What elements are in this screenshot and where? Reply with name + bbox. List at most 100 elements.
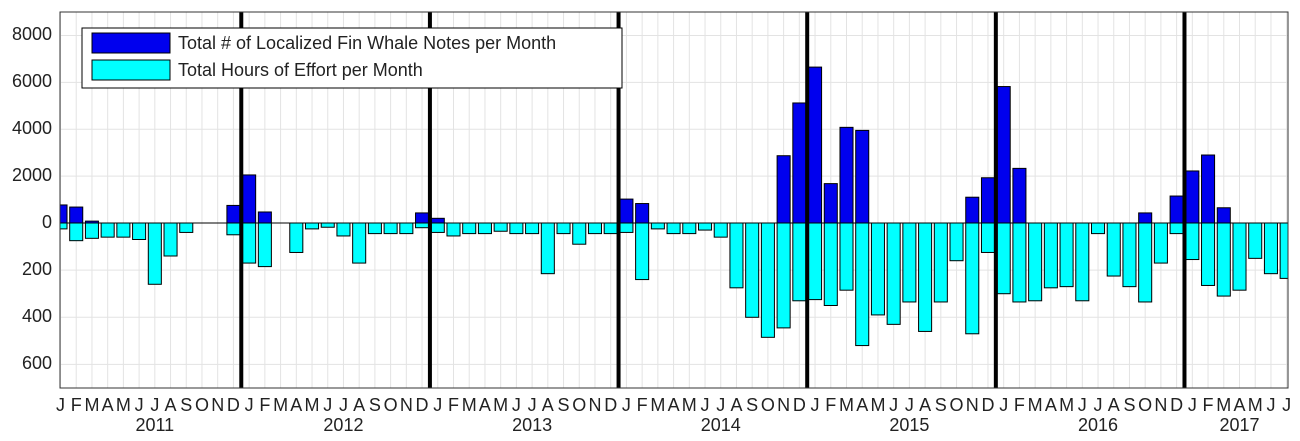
x-tick-label: M bbox=[493, 395, 508, 415]
x-tick-label: A bbox=[353, 395, 365, 415]
x-tick-label: J bbox=[528, 395, 537, 415]
bar bbox=[336, 222, 351, 237]
year-label: 2011 bbox=[135, 415, 174, 435]
x-tick-label: D bbox=[604, 395, 617, 415]
bar bbox=[792, 102, 807, 224]
bar bbox=[1169, 222, 1184, 235]
x-tick-label: J bbox=[1282, 395, 1291, 415]
bar bbox=[415, 212, 430, 224]
bar bbox=[808, 66, 823, 224]
bar bbox=[509, 222, 524, 235]
bar bbox=[1090, 222, 1106, 235]
x-tick-label: J bbox=[1266, 395, 1275, 415]
bar bbox=[430, 217, 445, 224]
bar bbox=[163, 222, 178, 257]
bar bbox=[666, 222, 681, 235]
bar bbox=[996, 222, 1011, 295]
x-tick-label: M bbox=[682, 395, 697, 415]
bar bbox=[289, 222, 304, 253]
bar bbox=[1232, 222, 1247, 291]
bar bbox=[430, 222, 445, 233]
x-tick-label: J bbox=[1078, 395, 1087, 415]
bar bbox=[855, 222, 870, 347]
bar bbox=[69, 206, 84, 224]
x-tick-label: J bbox=[512, 395, 521, 415]
bar bbox=[179, 222, 194, 233]
bar bbox=[446, 222, 461, 237]
bar bbox=[1279, 222, 1288, 279]
bar bbox=[682, 222, 697, 235]
bar bbox=[1185, 170, 1200, 224]
x-tick-label: A bbox=[290, 395, 302, 415]
bar bbox=[525, 222, 540, 235]
axes-box bbox=[59, 11, 1289, 389]
x-tick-label: M bbox=[870, 395, 885, 415]
bar bbox=[697, 222, 713, 231]
x-tick-label: N bbox=[1154, 395, 1167, 415]
bar bbox=[304, 222, 320, 230]
bar bbox=[540, 222, 555, 275]
bar bbox=[1043, 222, 1058, 289]
bar bbox=[808, 222, 823, 301]
bars bbox=[60, 66, 1288, 347]
x-tick-label: D bbox=[793, 395, 806, 415]
bar bbox=[650, 222, 665, 230]
bar bbox=[242, 222, 257, 264]
bar bbox=[462, 222, 477, 235]
bar bbox=[729, 222, 744, 289]
bar bbox=[635, 203, 650, 224]
bar bbox=[1106, 222, 1121, 277]
bar bbox=[713, 222, 728, 238]
bar bbox=[855, 129, 870, 224]
x-tick-label: M bbox=[84, 395, 99, 415]
bar bbox=[257, 211, 272, 224]
bar bbox=[257, 222, 272, 268]
bar bbox=[870, 222, 885, 316]
year-label: 2017 bbox=[1219, 415, 1259, 435]
x-tick-label: O bbox=[572, 395, 586, 415]
x-tick-label: O bbox=[1138, 395, 1152, 415]
y-tick-label: 0 bbox=[42, 212, 52, 232]
bar bbox=[242, 174, 257, 224]
x-tick-label: J bbox=[245, 395, 254, 415]
bar bbox=[839, 222, 854, 291]
bar bbox=[776, 222, 791, 329]
x-tick-label: J bbox=[1094, 395, 1103, 415]
bar bbox=[635, 222, 650, 281]
legend-swatch bbox=[91, 59, 171, 81]
x-tick-label: M bbox=[1028, 395, 1043, 415]
x-tick-label: N bbox=[588, 395, 601, 415]
bar bbox=[980, 177, 996, 224]
bar bbox=[147, 222, 162, 285]
x-tick-label: S bbox=[180, 395, 192, 415]
x-tick-label: A bbox=[668, 395, 680, 415]
x-tick-label: D bbox=[981, 395, 994, 415]
bar bbox=[776, 155, 791, 224]
y-tick-label: 4000 bbox=[12, 118, 52, 138]
bar bbox=[1201, 154, 1216, 224]
year-label: 2015 bbox=[889, 415, 929, 435]
bar bbox=[1201, 222, 1216, 286]
bar bbox=[415, 222, 430, 229]
year-label: 2012 bbox=[323, 415, 363, 435]
x-tick-label: J bbox=[135, 395, 144, 415]
x-tick-label: O bbox=[384, 395, 398, 415]
x-tick-label: A bbox=[1045, 395, 1057, 415]
bar bbox=[949, 222, 964, 262]
x-tick-label: J bbox=[716, 395, 725, 415]
bar bbox=[619, 222, 634, 233]
x-tick-label: J bbox=[339, 395, 348, 415]
x-tick-label: D bbox=[227, 395, 240, 415]
legend-label: Total Hours of Effort per Month bbox=[178, 60, 423, 80]
x-tick-label: M bbox=[1248, 395, 1263, 415]
year-label: 2013 bbox=[512, 415, 552, 435]
bar bbox=[556, 222, 571, 235]
bar bbox=[1216, 222, 1231, 297]
bar bbox=[965, 222, 980, 335]
x-tick-label: M bbox=[273, 395, 288, 415]
x-tick-label: O bbox=[950, 395, 964, 415]
x-tick-label: S bbox=[935, 395, 947, 415]
bar bbox=[1075, 222, 1090, 302]
x-tick-label: J bbox=[150, 395, 159, 415]
